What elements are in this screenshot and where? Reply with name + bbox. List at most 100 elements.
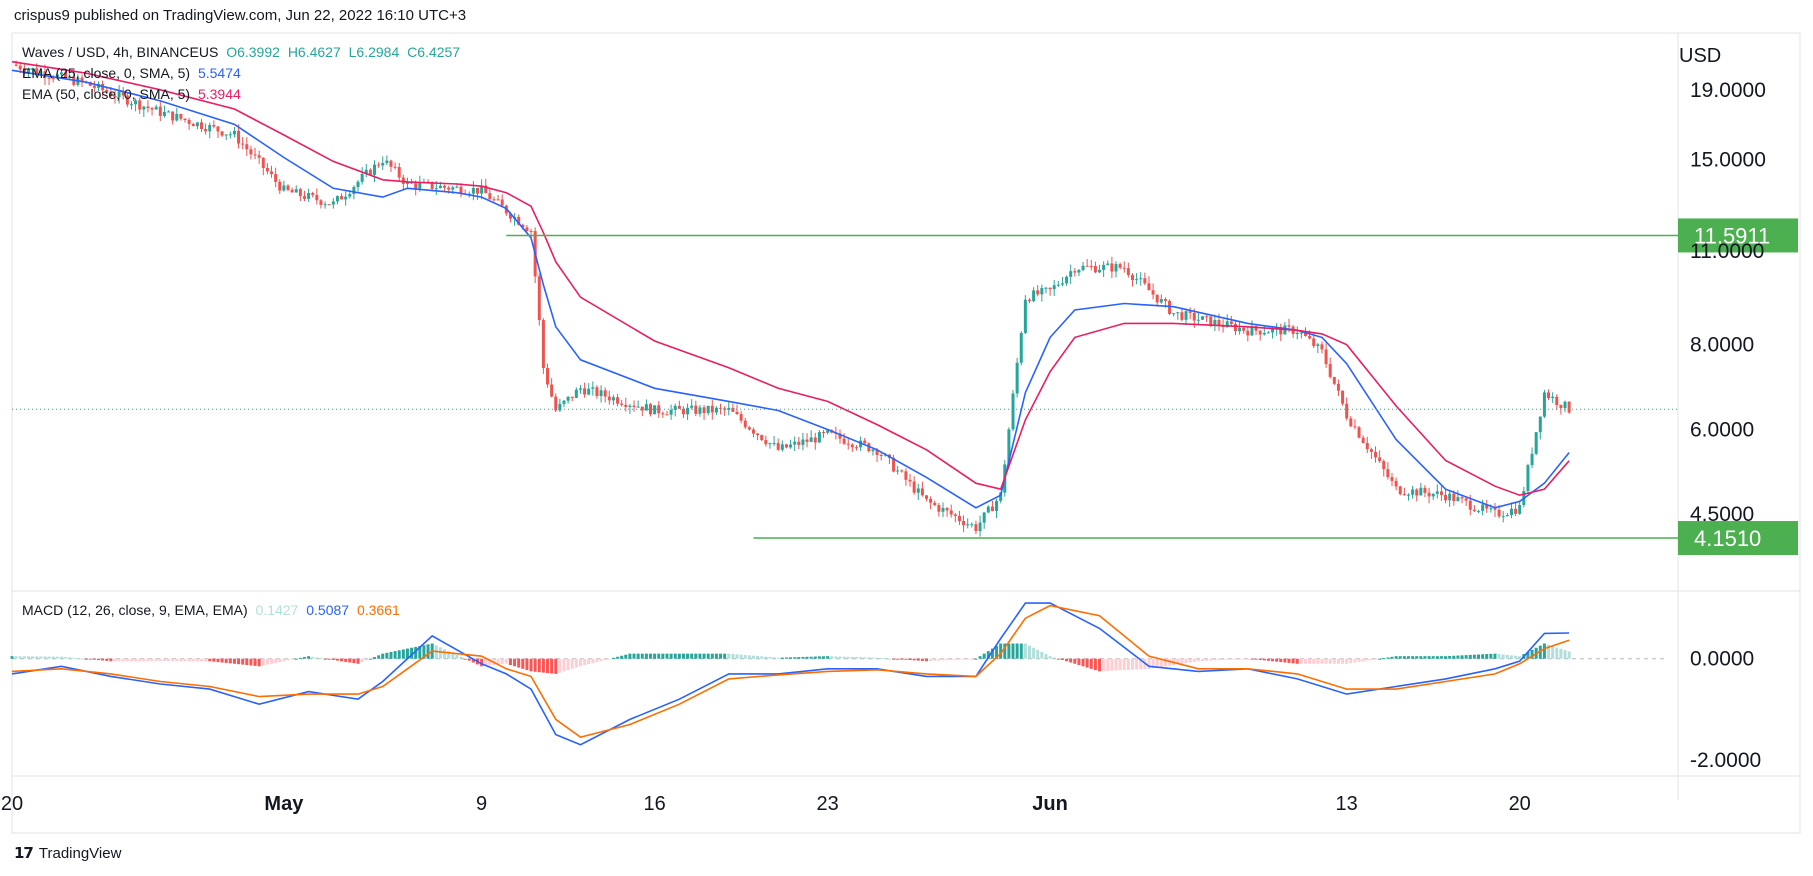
candle xyxy=(723,406,727,416)
macd-hist-bar xyxy=(393,651,397,659)
candle-body xyxy=(1563,401,1567,409)
candle-body xyxy=(521,224,525,228)
macd-hist-bar xyxy=(805,656,809,659)
macd-hist-bar xyxy=(55,656,59,659)
macd-hist-bar xyxy=(912,658,916,661)
candle-body xyxy=(1419,487,1423,496)
macd-hist-bar xyxy=(175,658,179,662)
footer-branding[interactable]: 17 TradingView xyxy=(14,844,121,862)
macd-hist-bar xyxy=(88,658,92,660)
candle xyxy=(1464,497,1468,506)
macd-hist-bar xyxy=(731,653,735,659)
macd-hist-bar xyxy=(1027,645,1031,659)
candle-body xyxy=(1472,509,1476,512)
macd-hist-bar xyxy=(513,658,517,667)
candle-body xyxy=(1547,392,1551,399)
candle xyxy=(381,156,385,171)
candle xyxy=(129,101,133,110)
candle-body xyxy=(731,407,735,412)
candle xyxy=(1518,500,1522,515)
macd-hist-bar xyxy=(636,653,640,659)
candle xyxy=(1295,326,1299,340)
candle xyxy=(389,159,393,173)
candle-body xyxy=(1036,290,1040,295)
macd-hist-bar xyxy=(1196,658,1200,662)
candle-body xyxy=(1254,326,1258,331)
candle-body xyxy=(1324,349,1328,365)
candle-body xyxy=(1159,299,1163,303)
macd-hist-bar xyxy=(566,658,570,671)
candle-body xyxy=(340,196,344,200)
price-ticks-group: 19.0000 15.0000 11.0000 8.0000 6.0000 4.5000 xyxy=(1690,79,1766,526)
candle-body xyxy=(1242,327,1246,331)
candle-body xyxy=(195,122,199,127)
candle-body xyxy=(1555,396,1559,405)
macd-hist-bar xyxy=(1081,658,1085,667)
candle xyxy=(241,136,245,150)
candle-body xyxy=(603,390,607,397)
macd-hist-bar xyxy=(558,658,562,673)
candle xyxy=(1155,294,1159,307)
candle-body xyxy=(574,389,578,398)
candle-body xyxy=(208,124,212,132)
macd-hist-bar xyxy=(319,658,323,660)
candle-body xyxy=(611,397,615,401)
candle xyxy=(1345,397,1349,421)
candle-body xyxy=(1382,461,1386,470)
candle xyxy=(768,442,772,449)
macd-hist-bar xyxy=(896,658,900,660)
macd-hist-bar xyxy=(1567,651,1571,659)
candle-body xyxy=(109,92,113,96)
candle-body xyxy=(665,414,669,416)
macd-hist-bar xyxy=(537,658,541,673)
candle xyxy=(649,402,653,417)
candle-body xyxy=(578,388,582,390)
footer-brand-text: TradingView xyxy=(38,844,122,862)
candle xyxy=(335,195,339,205)
candle-body xyxy=(1559,404,1563,409)
candle-body xyxy=(1336,383,1340,391)
candle xyxy=(393,162,397,170)
macd-hist-bar xyxy=(1275,658,1279,662)
candle xyxy=(31,67,35,74)
candle-body xyxy=(150,108,154,110)
macd-hist-bar xyxy=(1135,658,1139,670)
macd-hist-bar xyxy=(1477,654,1481,659)
candle xyxy=(537,273,541,326)
candle-body xyxy=(739,414,743,421)
candle xyxy=(249,145,253,160)
macd-hist-bar xyxy=(1361,658,1365,662)
macd-hist-bar xyxy=(59,656,63,659)
macd-hist-bar xyxy=(1386,657,1390,659)
candle-body xyxy=(1102,264,1106,270)
candle-body xyxy=(80,77,84,82)
macd-hist-bar xyxy=(381,653,385,659)
candle-body xyxy=(1320,344,1324,350)
candle xyxy=(282,180,286,192)
candle-body xyxy=(270,171,274,175)
candle-body xyxy=(105,90,109,93)
macd-hist-bar xyxy=(47,656,51,659)
candle-body xyxy=(1209,316,1213,326)
macd-hist-bar xyxy=(739,654,743,659)
macd-hist-bar xyxy=(1419,656,1423,659)
candle xyxy=(1233,319,1237,336)
candle xyxy=(1122,261,1126,273)
candle xyxy=(990,500,994,512)
candle xyxy=(1196,312,1200,325)
candle xyxy=(298,187,302,202)
candle-body xyxy=(1192,312,1196,321)
candle-body xyxy=(1542,392,1546,417)
macd-hist-bar xyxy=(1102,658,1106,672)
macd-hist-bar xyxy=(1349,658,1353,664)
macd-hist-bar xyxy=(455,654,459,659)
macd-hist-bar xyxy=(591,658,595,664)
candle-body xyxy=(373,164,377,175)
macd-hist-bar xyxy=(822,656,826,659)
candle-body xyxy=(591,387,595,389)
macd-hist-bar xyxy=(1345,658,1349,664)
candle xyxy=(1423,485,1427,498)
macd-hist-bar xyxy=(1452,655,1456,659)
candle-body xyxy=(125,95,129,105)
